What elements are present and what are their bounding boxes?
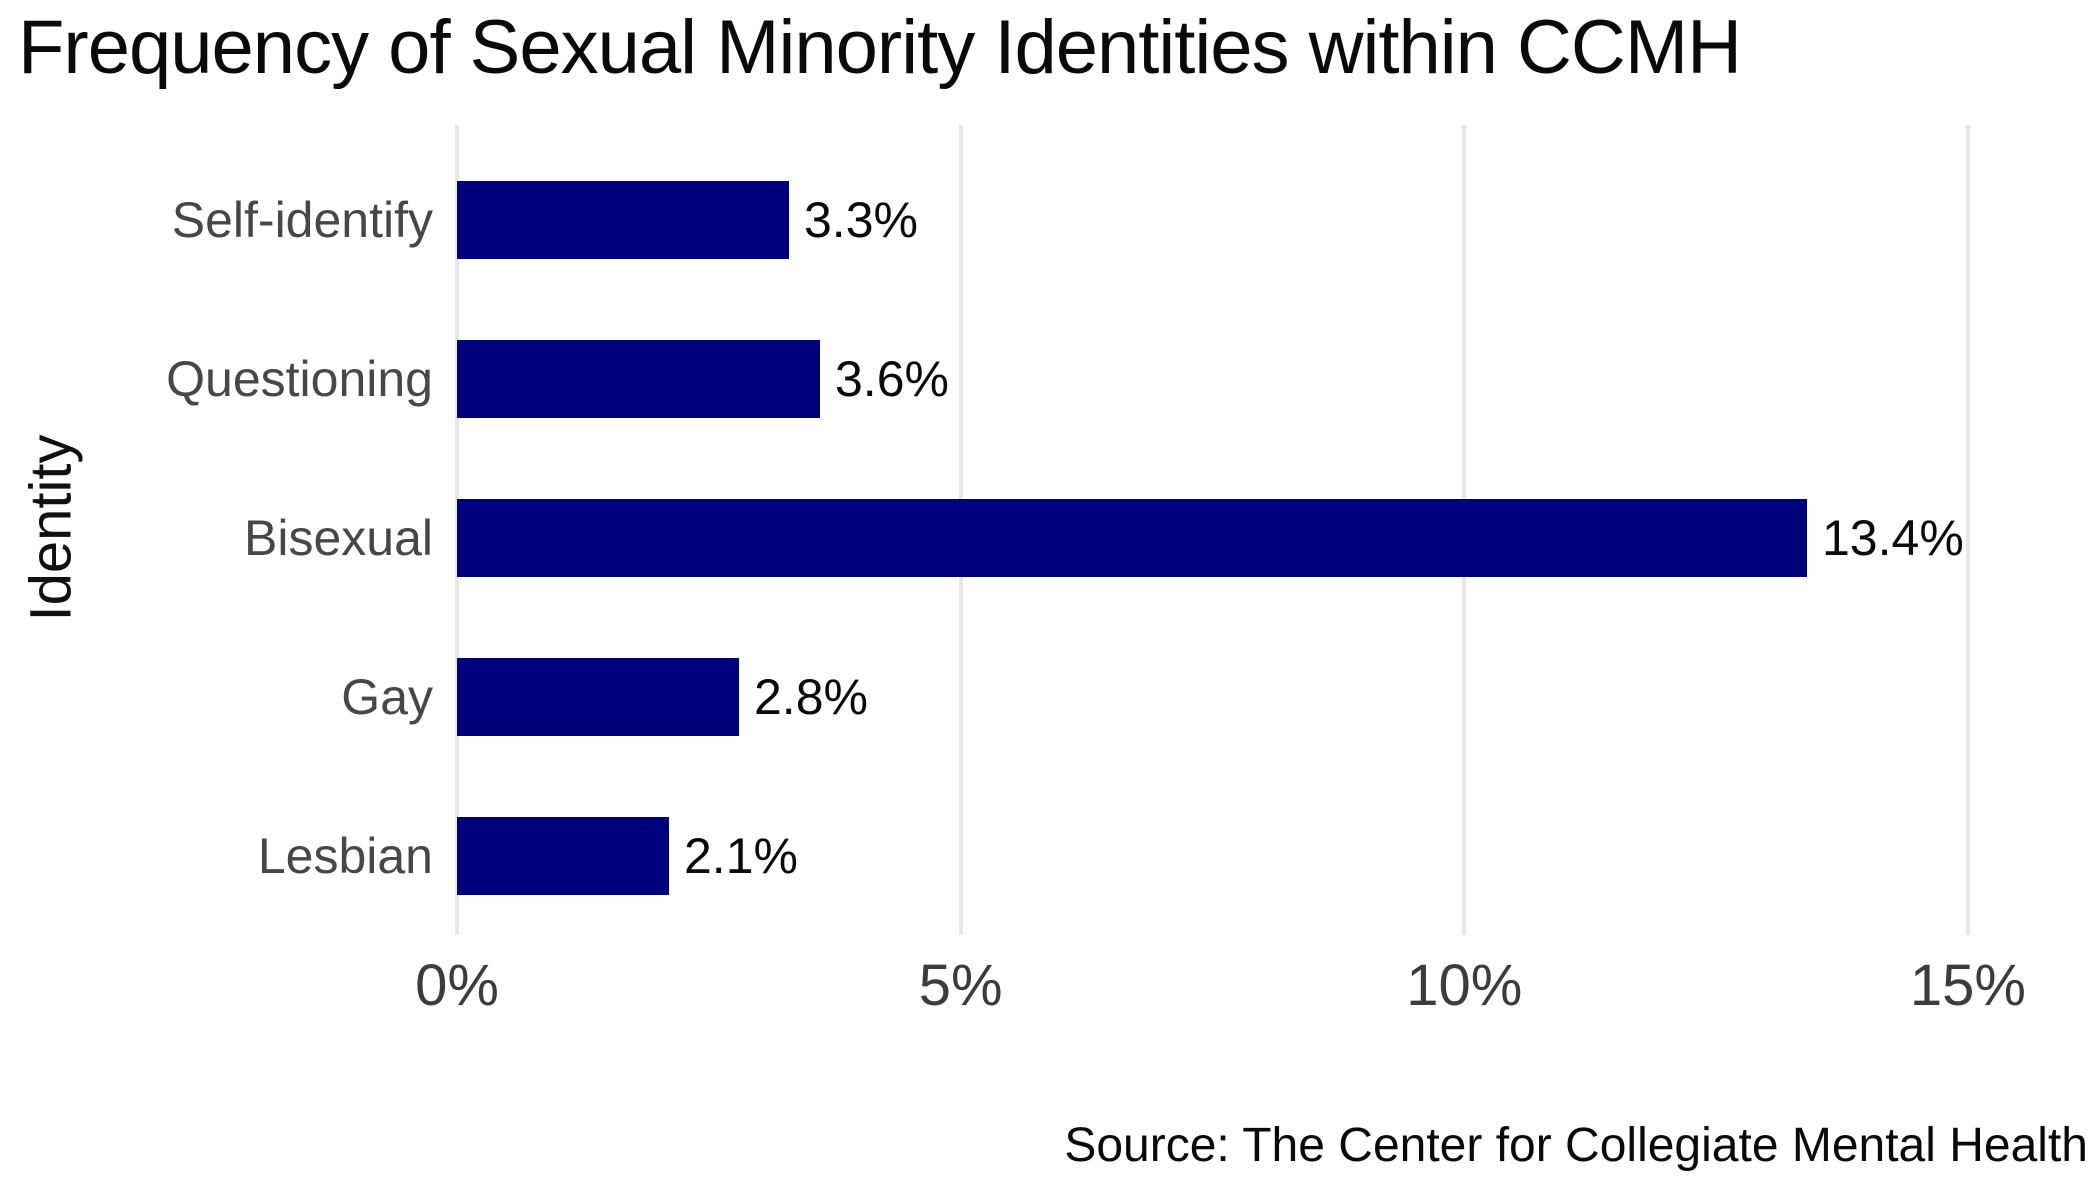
x-tick-label-10%: 10% <box>1406 953 1523 1018</box>
plot-area: 3.3% 3.6% 13.4% 2.8% 2.1% <box>455 125 2047 935</box>
value-label: 3.6% <box>835 351 949 407</box>
source-note: Source: The Center for Collegiate Mental… <box>1064 1119 2088 1172</box>
category-label-self-identify: Self-identify <box>171 192 433 248</box>
category-label-bisexual: Bisexual <box>244 510 433 566</box>
x-tick-label-0%: 0% <box>415 953 499 1018</box>
bar-questioning <box>457 340 820 418</box>
category-label-questioning: Questioning <box>166 351 433 407</box>
x-tick-label-15%: 15% <box>1909 953 2026 1018</box>
value-label: 2.8% <box>754 669 868 725</box>
bar-lesbian <box>457 817 669 895</box>
value-label: 13.4% <box>1822 510 1964 566</box>
gridline-15% <box>1965 125 1970 935</box>
category-label-gay: Gay <box>341 669 433 725</box>
value-label: 3.3% <box>804 192 918 248</box>
x-tick-label-5%: 5% <box>918 953 1003 1018</box>
bar-gay <box>457 658 739 736</box>
chart-title: Frequency of Sexual Minority Identities … <box>18 5 1742 90</box>
bar-bisexual <box>457 499 1807 577</box>
category-label-lesbian: Lesbian <box>257 828 433 884</box>
bar-self-identify <box>457 181 789 259</box>
value-label: 2.1% <box>684 828 798 884</box>
